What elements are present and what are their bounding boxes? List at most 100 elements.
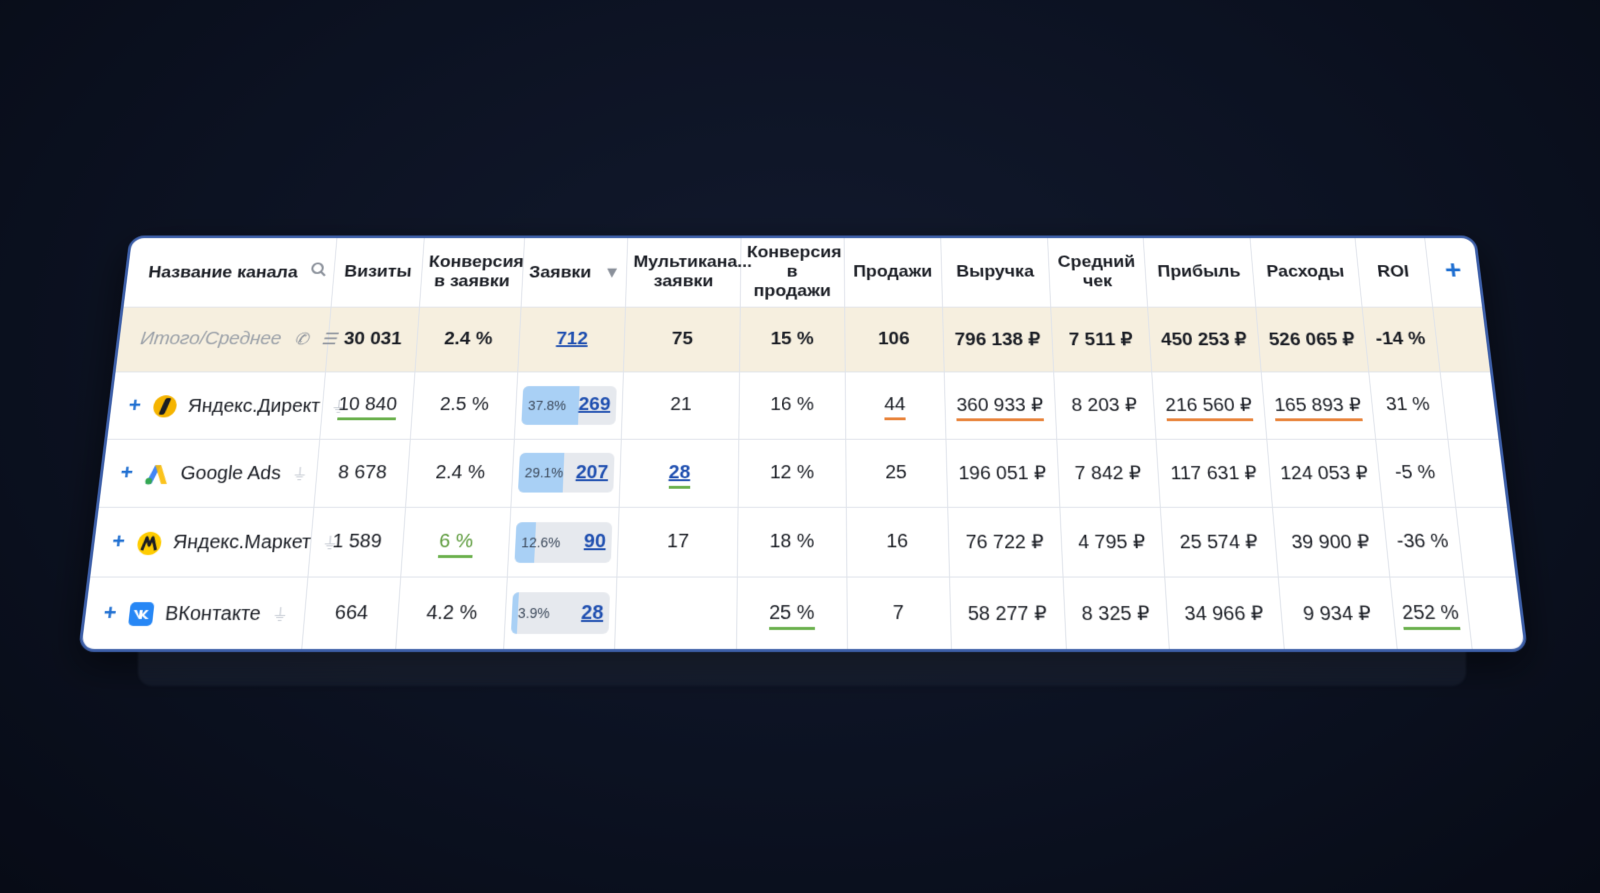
avg-check-cell: 4 795 ₽ [1059, 507, 1165, 578]
total-label: Итого/Среднее [139, 329, 283, 349]
leads-share-pct: 29.1% [524, 465, 564, 481]
yandex-market-logo-icon [136, 531, 163, 555]
expenses-cell: 124 053 ₽ [1266, 438, 1383, 508]
multi-cell: 28 [619, 438, 739, 508]
sales-cell: 44 [844, 372, 946, 439]
table-row: + Google Ads ⏚ 8 678 2.4 % 29.1% 207 [98, 438, 1507, 508]
sort-desc-icon[interactable]: ▼ [603, 262, 621, 281]
multi-cell [615, 577, 738, 649]
total-leads-link[interactable]: 712 [555, 329, 589, 349]
conv-leads-cell: 6 % [400, 507, 511, 578]
total-row: Итого/Среднее ✆ ☰ 30 031 2.4 % 712 75 15… [115, 307, 1491, 373]
profit-cell: 117 631 ₽ [1155, 438, 1273, 508]
phone-icon[interactable]: ✆ [293, 330, 310, 349]
yandex-direct-logo-icon [152, 395, 179, 418]
leads-cell: 12.6% 90 [507, 507, 620, 578]
leads-share-bar[interactable]: 12.6% 90 [514, 521, 613, 563]
table-row: + Яндекс.Директ ⏚ 10 840 2.5 % 37.8% 269 [107, 372, 1499, 439]
conv-leads-cell: 4.2 % [396, 577, 508, 649]
leads-link[interactable]: 207 [575, 462, 609, 483]
plug-icon[interactable]: ⏚ [271, 606, 289, 624]
col-conv-leads[interactable]: Конверсия в заявки [419, 238, 525, 308]
leads-link[interactable]: 90 [583, 530, 607, 553]
leads-share-pct: 3.9% [517, 605, 551, 622]
google-ads-logo-icon [145, 463, 171, 486]
multi-cell: 17 [617, 507, 738, 578]
empty-cell [1464, 577, 1525, 649]
col-roi[interactable]: ROI [1354, 238, 1433, 308]
sales-cell: 7 [846, 577, 952, 649]
expand-row-button[interactable]: + [119, 460, 135, 484]
channel-cell: + Яндекс.Маркет ⏚ [90, 507, 339, 578]
sales-cell: 16 [845, 507, 950, 578]
col-avg-check[interactable]: Средний чек [1047, 238, 1148, 308]
col-visits[interactable]: Визиты [330, 238, 425, 308]
profit-cell: 34 966 ₽ [1164, 577, 1285, 649]
total-visits: 30 031 [325, 307, 420, 373]
sales-value[interactable]: 44 [884, 394, 906, 421]
plus-icon[interactable]: + [1443, 255, 1463, 285]
leads-link[interactable]: 269 [578, 394, 611, 416]
leads-share-bar[interactable]: 37.8% 269 [521, 386, 617, 425]
total-sales: 106 [844, 307, 944, 373]
channel-name[interactable]: Google Ads [179, 463, 282, 485]
add-column-button[interactable]: + [1424, 238, 1483, 308]
col-leads[interactable]: Заявки ▼ [520, 238, 629, 308]
col-multichannel[interactable]: Мультикана... заявки [625, 238, 752, 308]
expenses-cell: 9 934 ₽ [1278, 577, 1397, 649]
col-sales[interactable]: Продажи [843, 238, 943, 308]
expenses-value[interactable]: 165 893 ₽ [1273, 395, 1363, 422]
revenue-value[interactable]: 360 933 ₽ [956, 395, 1044, 422]
empty-cell [1455, 507, 1516, 578]
col-channel[interactable]: Название канала [123, 238, 337, 308]
roi-cell: -5 % [1375, 438, 1456, 508]
total-profit: 450 253 ₽ [1147, 307, 1262, 373]
col-leads-label: Заявки [528, 262, 592, 282]
total-expenses: 526 065 ₽ [1255, 307, 1369, 373]
conv-sales-cell: 25 % [736, 577, 848, 649]
expenses-cell: 165 893 ₽ [1261, 372, 1376, 439]
avg-check-cell: 8 203 ₽ [1053, 372, 1156, 439]
header-row: Название канала Визиты Конверсия в заявк… [123, 238, 1483, 308]
list-icon[interactable]: ☰ [320, 330, 338, 349]
expand-row-button[interactable]: + [110, 529, 127, 554]
revenue-cell: 360 933 ₽ [943, 372, 1057, 439]
leads-link[interactable]: 28 [580, 601, 604, 624]
roi-value[interactable]: 252 % [1401, 601, 1461, 630]
col-conv-sales[interactable]: Конверсия в продажи [740, 238, 845, 308]
col-revenue[interactable]: Выручка [940, 238, 1051, 308]
profit-value[interactable]: 216 560 ₽ [1164, 395, 1254, 422]
conv-leads-value[interactable]: 6 % [438, 530, 474, 559]
channel-name[interactable]: ВКонтакте [163, 603, 262, 625]
multi-link[interactable]: 28 [668, 462, 691, 489]
channel-name[interactable]: Яндекс.Директ [186, 396, 321, 417]
conv-sales-value[interactable]: 25 % [769, 601, 815, 630]
visits-cell: 664 [301, 577, 401, 649]
profit-cell: 25 574 ₽ [1160, 507, 1279, 578]
col-expenses[interactable]: Расходы [1249, 238, 1362, 308]
channels-table-card: Название канала Визиты Конверсия в заявк… [78, 235, 1528, 653]
avg-check-cell: 8 325 ₽ [1062, 577, 1170, 649]
plug-icon[interactable]: ⏚ [291, 466, 309, 483]
roi-cell: 252 % [1389, 577, 1472, 649]
avg-check-cell: 7 842 ₽ [1056, 438, 1161, 508]
empty-cell [1439, 372, 1499, 439]
col-profit[interactable]: Прибыль [1143, 238, 1256, 308]
leads-share-bar[interactable]: 29.1% 207 [518, 453, 615, 493]
revenue-cell: 76 722 ₽ [947, 507, 1063, 578]
leads-share-pct: 12.6% [521, 534, 561, 550]
visits-value[interactable]: 10 840 [337, 394, 398, 421]
total-leads-cell: 712 [517, 307, 626, 373]
conv-sales-cell: 16 % [738, 372, 846, 439]
table-row: + Яндекс.Маркет ⏚ 1 589 6 % 12.6% 90 [90, 507, 1516, 578]
channel-name[interactable]: Яндекс.Маркет [171, 532, 312, 554]
expand-row-button[interactable]: + [102, 599, 119, 625]
channel-cell: + Яндекс.Директ ⏚ [107, 372, 347, 439]
vk-logo-icon [128, 602, 155, 627]
leads-cell: 37.8% 269 [514, 372, 624, 439]
search-icon[interactable] [309, 263, 327, 281]
visits-cell: 8 678 [313, 438, 411, 508]
expand-row-button[interactable]: + [127, 393, 143, 417]
leads-share-bar[interactable]: 3.9% 28 [510, 592, 611, 635]
